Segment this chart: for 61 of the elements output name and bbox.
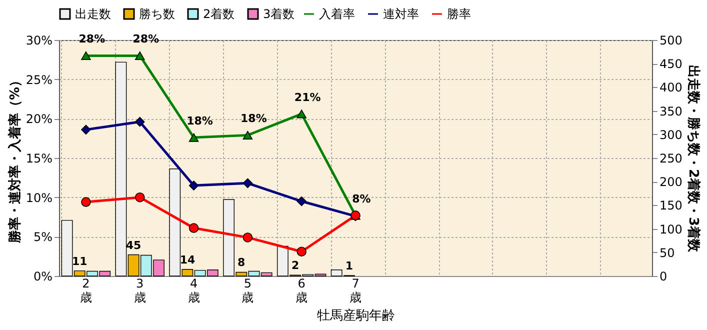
point bbox=[81, 197, 91, 207]
legend-label: 3着数 bbox=[263, 7, 295, 21]
data-label: 8% bbox=[352, 192, 371, 206]
x-tick-label: 4歳 bbox=[188, 276, 200, 304]
y2-tick-label: 100 bbox=[660, 222, 682, 236]
point bbox=[81, 124, 91, 135]
y2-tick-label: 150 bbox=[660, 198, 682, 213]
legend-label: 勝率 bbox=[447, 7, 471, 21]
y2-tick-label: 200 bbox=[660, 175, 682, 190]
point bbox=[134, 51, 145, 60]
data-label: 14 bbox=[180, 253, 196, 266]
point bbox=[188, 180, 199, 190]
data-label: 45 bbox=[126, 238, 142, 252]
point bbox=[296, 246, 306, 256]
data-label: 1 bbox=[345, 260, 354, 273]
y-tick-label: 15% bbox=[26, 152, 52, 166]
legend-label: 出走数 bbox=[75, 7, 111, 21]
data-label: 8 bbox=[238, 256, 246, 270]
y-tick-label: 20% bbox=[26, 112, 52, 126]
point bbox=[188, 223, 199, 233]
point bbox=[188, 133, 199, 142]
data-label: 21% bbox=[294, 90, 321, 104]
y-tick-label: 30% bbox=[26, 34, 52, 48]
legend-label: 入着率 bbox=[319, 7, 355, 21]
y2-tick-label: 400 bbox=[660, 80, 682, 95]
y2-tick-label: 0 bbox=[660, 270, 668, 284]
legend-label: 連対率 bbox=[383, 7, 419, 21]
point bbox=[296, 196, 306, 206]
point bbox=[296, 110, 306, 118]
data-label: 18% bbox=[240, 112, 267, 126]
y2-tick-label: 500 bbox=[660, 34, 682, 48]
x-axis-title: 牡馬産駒年齢 bbox=[317, 308, 395, 324]
point bbox=[242, 130, 253, 140]
x-tick-label: 7歳 bbox=[350, 276, 362, 304]
legend-label: 2着数 bbox=[203, 7, 235, 21]
y-tick-label: 0% bbox=[33, 270, 52, 284]
y-tick-label: 10% bbox=[26, 190, 52, 205]
point bbox=[134, 116, 145, 127]
point bbox=[81, 51, 91, 60]
y2-axis-title: 出走数・勝ち数・2着数・3着数 bbox=[685, 64, 702, 254]
y2-tick-label: 450 bbox=[660, 57, 682, 72]
point bbox=[242, 232, 253, 242]
data-label: 28% bbox=[78, 32, 106, 46]
legend-label: 勝ち数 bbox=[139, 7, 175, 21]
x-tick-label: 2歳 bbox=[80, 276, 92, 304]
y2-tick-label: 300 bbox=[660, 128, 682, 142]
y-tick-label: 25% bbox=[26, 72, 52, 87]
y2-tick-label: 250 bbox=[660, 152, 682, 166]
y-axis-title: 勝率・連対率・入着率（%） bbox=[6, 74, 23, 244]
data-label: 2 bbox=[291, 259, 300, 272]
y2-tick-label: 350 bbox=[660, 104, 682, 118]
data-label: 28% bbox=[132, 32, 160, 46]
data-label: 18% bbox=[186, 114, 213, 128]
point bbox=[134, 192, 145, 202]
data-label: 11 bbox=[72, 254, 88, 268]
point bbox=[242, 178, 253, 188]
x-tick-label: 3歳 bbox=[134, 276, 146, 304]
x-tick-label: 6歳 bbox=[296, 276, 308, 304]
y2-tick-label: 50 bbox=[660, 246, 675, 260]
x-tick-label: 5歳 bbox=[242, 276, 254, 304]
y-tick-label: 5% bbox=[33, 230, 52, 244]
